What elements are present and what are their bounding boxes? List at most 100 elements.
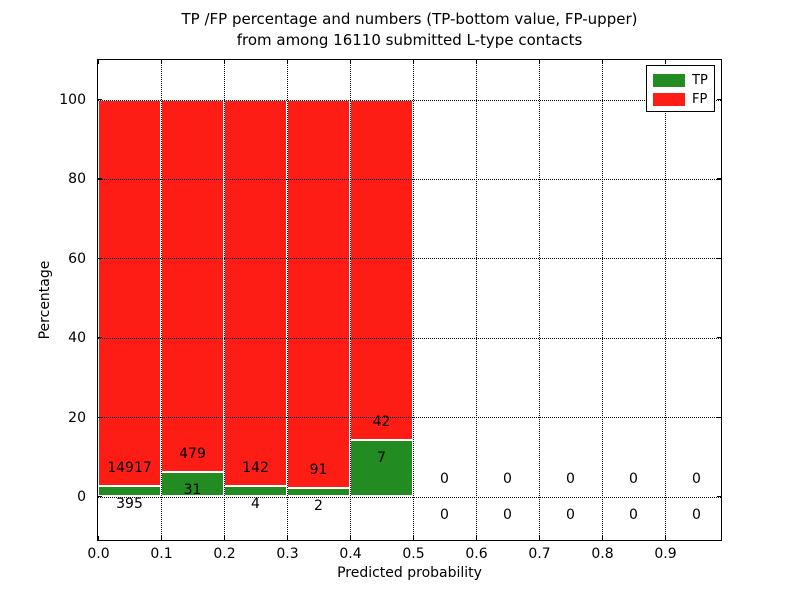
x-tick-mark xyxy=(286,60,288,64)
fp-count-label: 42 xyxy=(372,413,391,430)
x-tick-mark xyxy=(97,536,99,540)
fp-count-label: 0 xyxy=(440,470,449,487)
fp-count-label: 0 xyxy=(503,470,512,487)
x-tick-mark xyxy=(475,60,477,64)
x-tick-mark xyxy=(538,536,540,540)
x-tick-label: 0.2 xyxy=(213,546,236,562)
x-tick-label: 0.0 xyxy=(87,546,110,562)
tp-count-label: 0 xyxy=(566,506,575,523)
x-tick-mark xyxy=(538,60,540,64)
chart-title-line1: TP /FP percentage and numbers (TP-bottom… xyxy=(181,10,638,28)
y-gridline xyxy=(98,496,721,498)
x-tick-label: 0.5 xyxy=(402,546,425,562)
x-tick-mark xyxy=(97,60,99,64)
y-gridline xyxy=(98,337,721,339)
fp-count-label: 0 xyxy=(629,470,638,487)
x-gridline xyxy=(602,60,603,540)
tp-count-label: 0 xyxy=(440,506,449,523)
y-tick-mark xyxy=(717,416,721,418)
y-gridline xyxy=(98,417,721,419)
x-tick-mark xyxy=(601,60,603,64)
x-tick-label: 0.9 xyxy=(654,546,677,562)
y-tick-label: 60 xyxy=(68,250,86,267)
y-tick-label: 100 xyxy=(59,92,86,108)
y-tick-mark xyxy=(717,257,721,259)
tp-count-label: 0 xyxy=(503,506,512,523)
legend-label-tp: TP xyxy=(692,73,708,88)
x-gridline xyxy=(161,60,162,540)
legend-item-tp: TP xyxy=(653,71,714,90)
chart-title: TP /FP percentage and numbers (TP-bottom… xyxy=(97,9,722,51)
tp-count-label: 31 xyxy=(183,482,202,499)
x-tick-label: 0.3 xyxy=(276,546,299,562)
y-gridline xyxy=(98,178,721,180)
y-tick-label: 80 xyxy=(68,171,86,188)
fp-swatch-icon xyxy=(653,93,685,106)
y-tick-label: 0 xyxy=(77,489,86,505)
x-tick-mark xyxy=(349,60,351,64)
x-tick-label: 0.6 xyxy=(465,546,488,562)
y-tick-mark xyxy=(98,99,102,101)
x-tick-mark xyxy=(160,60,162,64)
y-tick-mark xyxy=(98,257,102,259)
y-tick-mark xyxy=(98,416,102,418)
x-axis-label: Predicted probability xyxy=(337,565,482,581)
x-tick-mark xyxy=(601,536,603,540)
plot-area: 14917 395 479 31 142 4 91 2 42 7 0 0 0 0 0 0 0 0 0 0 xyxy=(97,59,722,541)
bar-fp-segment xyxy=(98,99,161,487)
x-tick-mark xyxy=(349,536,351,540)
fp-count-label: 0 xyxy=(692,470,701,487)
legend: TP FP xyxy=(646,65,715,112)
tp-count-label: 2 xyxy=(314,497,323,514)
tp-count-label: 0 xyxy=(629,506,638,523)
x-tick-mark xyxy=(412,60,414,64)
x-tick-mark xyxy=(286,536,288,540)
x-tick-mark xyxy=(664,60,666,64)
bar-fp-segment xyxy=(287,99,350,488)
fp-count-label: 479 xyxy=(179,446,206,463)
x-tick-label: 0.8 xyxy=(591,546,614,562)
bar-tp-segment xyxy=(161,472,224,497)
x-tick-mark xyxy=(475,536,477,540)
x-gridline xyxy=(350,60,351,540)
x-gridline xyxy=(413,60,414,540)
legend-label-fp: FP xyxy=(692,92,708,107)
y-tick-mark xyxy=(717,178,721,180)
bar-fp-segment xyxy=(350,99,413,440)
y-tick-label: 40 xyxy=(68,330,86,347)
fp-count-label: 14917 xyxy=(107,460,152,477)
tp-count-label: 7 xyxy=(377,449,386,466)
tp-count-label: 4 xyxy=(251,495,260,512)
bar-tp-segment xyxy=(350,439,413,497)
y-tick-mark xyxy=(98,496,102,498)
y-tick-label: 20 xyxy=(68,409,86,426)
x-tick-mark xyxy=(160,536,162,540)
fp-count-label: 91 xyxy=(309,461,328,478)
bar-tp-segment xyxy=(287,487,350,497)
x-gridline xyxy=(224,60,225,540)
x-tick-mark xyxy=(223,536,225,540)
x-tick-label: 0.1 xyxy=(150,546,173,562)
y-gridline xyxy=(98,99,721,101)
x-gridline xyxy=(665,60,666,540)
x-gridline xyxy=(476,60,477,540)
y-tick-mark xyxy=(717,337,721,339)
x-tick-mark xyxy=(412,536,414,540)
bar-tp-segment xyxy=(98,486,161,497)
legend-item-fp: FP xyxy=(653,90,714,109)
y-tick-mark xyxy=(717,99,721,101)
tp-swatch-icon xyxy=(653,74,685,87)
y-axis-label: Percentage xyxy=(37,260,53,340)
chart-title-line2: from among 16110 submitted L-type contac… xyxy=(236,31,583,49)
x-tick-mark xyxy=(664,536,666,540)
bar-fp-segment xyxy=(224,99,287,486)
fp-count-label: 0 xyxy=(566,470,575,487)
x-tick-label: 0.7 xyxy=(528,546,551,562)
x-gridline xyxy=(539,60,540,540)
y-gridline xyxy=(98,258,721,260)
y-tick-mark xyxy=(717,496,721,498)
x-tick-label: 0.4 xyxy=(339,546,362,562)
fp-count-label: 142 xyxy=(242,459,269,476)
tp-count-label: 395 xyxy=(116,496,143,513)
